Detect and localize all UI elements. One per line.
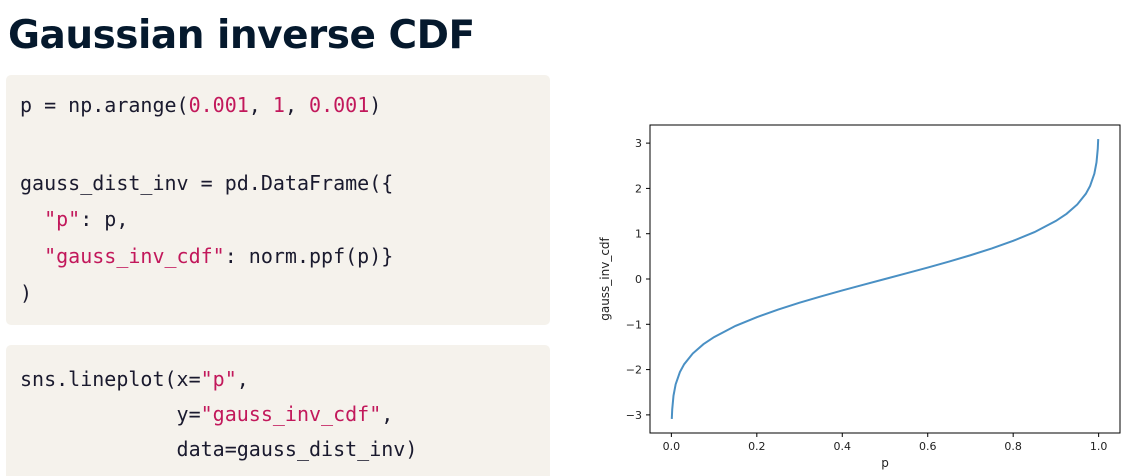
code-token: [20, 244, 44, 268]
y-tick-label: 0: [635, 273, 642, 286]
y-axis-label: gauss_inv_cdf: [598, 236, 612, 320]
code-token: ,: [248, 93, 273, 117]
code-token: ): [369, 93, 382, 117]
code-block-arange: p = np.arange(0.001, 1, 0.001) gauss_dis…: [6, 75, 550, 325]
code-token: data=gauss_dist_inv): [20, 437, 418, 461]
code-line: "p": p,: [20, 207, 128, 231]
code-line: p = np.arange(0.001, 1, 0.001): [20, 93, 381, 117]
x-tick-label: 0.2: [748, 440, 766, 453]
code-string-token: "p": [200, 367, 237, 391]
x-tick-label: 0.0: [663, 440, 681, 453]
code-string-token: "p": [44, 207, 81, 231]
code-token: : p,: [80, 207, 129, 231]
page-title: Gaussian inverse CDF: [8, 13, 475, 58]
x-tick-label: 0.6: [919, 440, 937, 453]
x-axis: 0.0 0.2 0.4 0.6 0.8 1.0: [663, 433, 1108, 453]
code-token: ): [20, 281, 33, 305]
code-string-token: "gauss_inv_cdf": [44, 244, 225, 268]
code-line: ): [20, 281, 32, 305]
y-tick-label: −2: [626, 364, 642, 377]
y-tick-label: 3: [635, 137, 642, 150]
code-token: : norm.ppf(p)}: [224, 244, 394, 268]
chart-svg: 0.0 0.2 0.4 0.6 0.8 1.0 −3 −2 −1 0 1 2 3 p gauss_in…: [598, 124, 1121, 470]
code-line: y="gauss_inv_cdf",: [20, 402, 394, 426]
x-axis-label: p: [881, 456, 889, 470]
code-token: [20, 207, 44, 231]
inverse-cdf-chart: 0.0 0.2 0.4 0.6 0.8 1.0 −3 −2 −1 0 1 2 3 p gauss_in…: [595, 120, 1125, 476]
code-number-token: 1: [272, 93, 285, 117]
series-line: [670, 138, 1100, 420]
code-token: ,: [284, 93, 310, 117]
code-line: data=gauss_dist_inv): [20, 437, 418, 461]
y-tick-label: 1: [635, 228, 642, 241]
code-token: p = np.arange(: [20, 93, 189, 117]
y-tick-label: −1: [626, 318, 642, 331]
x-tick-label: 1.0: [1090, 440, 1108, 453]
code-token: ,: [236, 367, 249, 391]
code-line: gauss_dist_inv = pd.DataFrame({: [20, 171, 393, 195]
x-tick-label: 0.4: [834, 440, 852, 453]
y-tick-label: 2: [635, 182, 642, 195]
code-number-token: 0.001: [309, 93, 370, 117]
code-line: sns.lineplot(x="p",: [20, 367, 249, 391]
code-token: sns.lineplot(x=: [20, 367, 201, 391]
code-number-token: 0.001: [188, 93, 249, 117]
y-tick-label: −3: [626, 409, 642, 422]
code-line: "gauss_inv_cdf": norm.ppf(p)}: [20, 244, 393, 268]
y-axis: −3 −2 −1 0 1 2 3: [626, 137, 650, 422]
code-block-lineplot: sns.lineplot(x="p", y="gauss_inv_cdf", d…: [6, 345, 550, 476]
code-token: ,: [381, 402, 394, 426]
code-token: y=: [20, 402, 201, 426]
x-tick-label: 0.8: [1004, 440, 1022, 453]
code-token: gauss_dist_inv = pd.DataFrame({: [20, 171, 394, 195]
code-string-token: "gauss_inv_cdf": [200, 402, 382, 426]
